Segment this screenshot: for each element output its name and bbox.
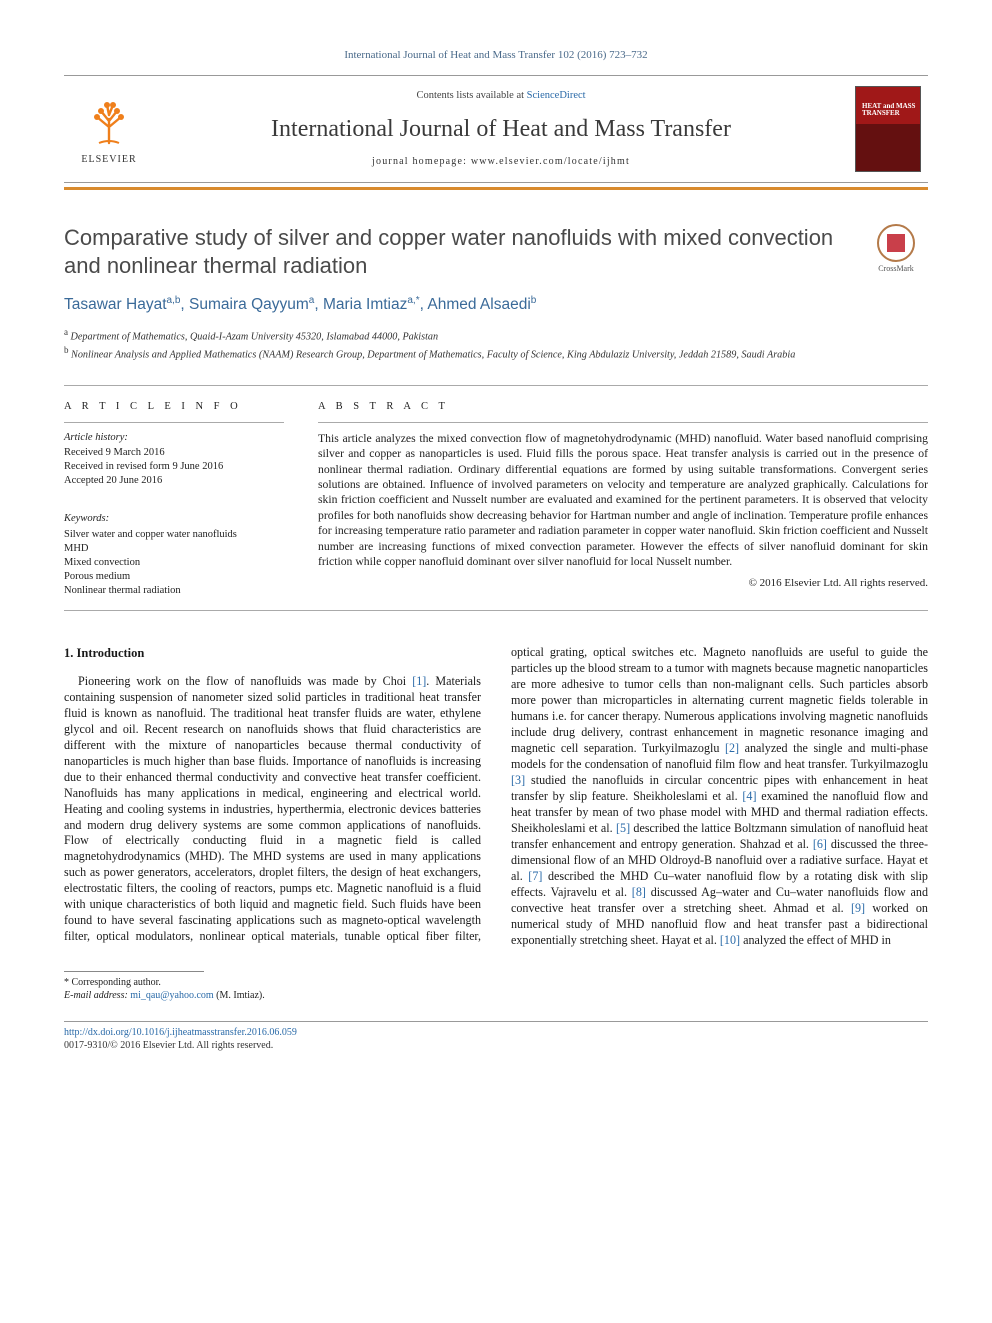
keyword-2: MHD [64, 542, 284, 556]
keyword-1: Silver water and copper water nanofluids [64, 528, 284, 542]
keyword-3: Mixed convection [64, 556, 284, 570]
elsevier-tree-icon [79, 91, 139, 151]
crossmark-icon [877, 224, 915, 262]
intro-paragraph: Pioneering work on the flow of nanofluid… [64, 645, 928, 948]
history-label: Article history: [64, 431, 284, 445]
doi-link[interactable]: http://dx.doi.org/10.1016/j.ijheatmasstr… [64, 1027, 297, 1038]
journal-homepage-line: journal homepage: www.elsevier.com/locat… [168, 155, 834, 169]
ref-link[interactable]: [5] [616, 821, 630, 835]
sciencedirect-link[interactable]: ScienceDirect [527, 90, 586, 101]
crossmark-label: CrossMark [878, 264, 914, 273]
ref-link[interactable]: [7] [528, 869, 542, 883]
author-2-aff: a [309, 295, 315, 306]
publisher-block: ELSEVIER [64, 86, 154, 172]
intro-heading: 1. Introduction [64, 645, 481, 662]
affiliations: a Department of Mathematics, Quaid-I-Aza… [64, 326, 928, 362]
top-citation: International Journal of Heat and Mass T… [64, 48, 928, 63]
keywords-label: Keywords: [64, 512, 284, 526]
page: International Journal of Heat and Mass T… [0, 0, 992, 1093]
history-revised: Received in revised form 9 June 2016 [64, 460, 284, 474]
author-4-aff: b [531, 295, 537, 306]
journal-cover-block: HEAT and MASS TRANSFER [848, 86, 928, 172]
author-3: Maria Imtiaz [323, 296, 407, 313]
article-info-column: A R T I C L E I N F O Article history: R… [64, 400, 284, 599]
abstract-rule [318, 422, 928, 423]
author-1-aff: a,b [167, 295, 181, 306]
title-row: Comparative study of silver and copper w… [64, 224, 928, 280]
author-2: Sumaira Qayyum [189, 296, 309, 313]
ref-link[interactable]: [1] [412, 674, 426, 688]
homepage-prefix: journal homepage: [372, 156, 471, 167]
authors-line: Tasawar Hayata,b, Sumaira Qayyuma, Maria… [64, 294, 928, 316]
article-info-label: A R T I C L E I N F O [64, 400, 284, 414]
journal-cover-icon: HEAT and MASS TRANSFER [855, 86, 921, 172]
article-history: Article history: Received 9 March 2016 R… [64, 431, 284, 489]
abstract-text: This article analyzes the mixed convecti… [318, 431, 928, 570]
email-label: E-mail address: [64, 990, 128, 1001]
body-text: 1. Introduction Pioneering work on the f… [64, 645, 928, 948]
author-1: Tasawar Hayat [64, 296, 167, 313]
info-abstract-row: A R T I C L E I N F O Article history: R… [64, 400, 928, 599]
publisher-name: ELSEVIER [81, 153, 136, 167]
document-footer: http://dx.doi.org/10.1016/j.ijheatmasstr… [64, 1021, 928, 1053]
crossmark-badge[interactable]: CrossMark [864, 224, 928, 275]
journal-name: International Journal of Heat and Mass T… [168, 113, 834, 145]
history-received: Received 9 March 2016 [64, 446, 284, 460]
keywords-block: Keywords: Silver water and copper water … [64, 512, 284, 598]
article-title: Comparative study of silver and copper w… [64, 224, 864, 280]
email-who: (M. Imtiaz). [216, 990, 265, 1001]
affiliation-b: b Nonlinear Analysis and Applied Mathema… [64, 344, 928, 362]
masthead: ELSEVIER Contents lists available at Sci… [64, 75, 928, 183]
email-link[interactable]: mi_qau@yahoo.com [130, 990, 213, 1001]
author-4: Ahmed Alsaedi [427, 296, 530, 313]
section-rule-bottom [64, 610, 928, 611]
footnotes: * Corresponding author. E-mail address: … [64, 976, 928, 1003]
keyword-4: Porous medium [64, 570, 284, 584]
info-rule [64, 422, 284, 423]
ref-link[interactable]: [4] [742, 789, 756, 803]
abstract-label: A B S T R A C T [318, 400, 928, 414]
issn-copyright: 0017-9310/© 2016 Elsevier Ltd. All right… [64, 1040, 273, 1051]
section-rule-top [64, 385, 928, 386]
author-3-aff: a,* [407, 295, 419, 306]
contents-available-line: Contents lists available at ScienceDirec… [168, 89, 834, 103]
ref-link[interactable]: [10] [720, 933, 740, 947]
ref-link[interactable]: [6] [813, 837, 827, 851]
ref-link[interactable]: [8] [632, 885, 646, 899]
abstract-column: A B S T R A C T This article analyzes th… [318, 400, 928, 599]
history-accepted: Accepted 20 June 2016 [64, 474, 284, 488]
homepage-url[interactable]: www.elsevier.com/locate/ijhmt [471, 156, 630, 167]
contents-prefix: Contents lists available at [416, 90, 526, 101]
ref-link[interactable]: [9] [851, 901, 865, 915]
masthead-center: Contents lists available at ScienceDirec… [154, 86, 848, 172]
affiliation-a: a Department of Mathematics, Quaid-I-Aza… [64, 326, 928, 344]
cover-title-2: TRANSFER [862, 109, 900, 117]
corresponding-author-note: * Corresponding author. [64, 976, 928, 990]
ref-link[interactable]: [3] [511, 773, 525, 787]
ref-link[interactable]: [2] [725, 741, 739, 755]
masthead-rule [64, 187, 928, 190]
email-line: E-mail address: mi_qau@yahoo.com (M. Imt… [64, 989, 928, 1003]
abstract-copyright: © 2016 Elsevier Ltd. All rights reserved… [318, 576, 928, 591]
keyword-5: Nonlinear thermal radiation [64, 584, 284, 598]
footnote-rule [64, 971, 204, 972]
